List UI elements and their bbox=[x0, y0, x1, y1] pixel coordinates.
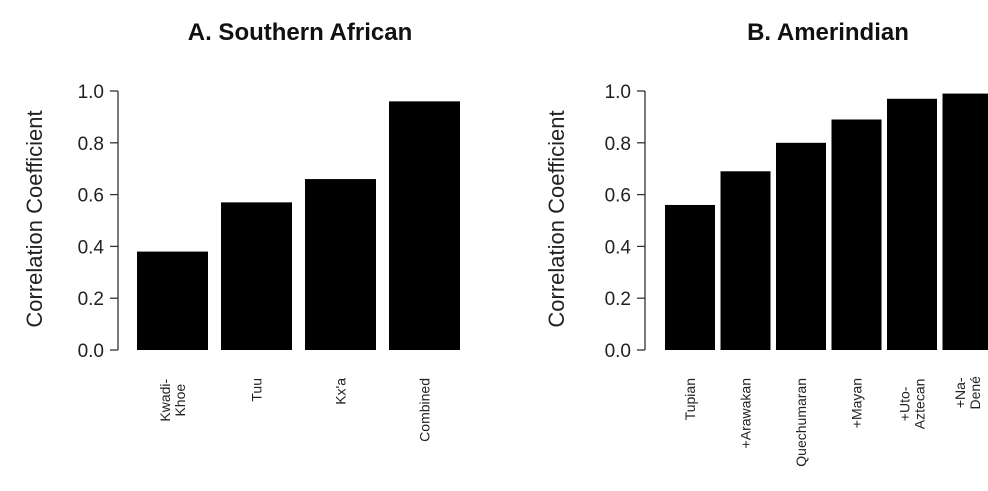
panel-southern-african: A. Southern African Correlation Coeffici… bbox=[22, 19, 460, 442]
x-tick-label: +Mayan bbox=[849, 378, 865, 428]
x-tick-label: Tupian bbox=[682, 378, 698, 420]
y-tick-label: 0.4 bbox=[605, 237, 632, 258]
bars bbox=[137, 101, 460, 350]
x-tick-label: Tuu bbox=[249, 378, 265, 402]
x-tick-label: Quechumaran bbox=[793, 378, 809, 467]
y-axis-label: Correlation Coefficient bbox=[544, 110, 569, 327]
x-tick-label: Kx'a bbox=[333, 378, 349, 405]
x-tick-label: Combined bbox=[417, 378, 433, 442]
x-tick-label: +Na-Dené bbox=[952, 376, 983, 410]
x-tick-label: +Arawakan bbox=[738, 378, 754, 448]
bar bbox=[887, 98, 937, 351]
y-tick-label: 0.6 bbox=[605, 186, 631, 207]
y-tick-label: 0.0 bbox=[78, 341, 104, 362]
bar bbox=[720, 171, 771, 350]
y-ticks: 0.0 0.2 0.4 0.6 0.8 1.0 bbox=[605, 82, 645, 362]
bar bbox=[665, 204, 715, 350]
chart-title: B. Amerindian bbox=[747, 19, 909, 46]
y-axis-label: Correlation Coefficient bbox=[22, 110, 47, 327]
bar bbox=[776, 142, 826, 350]
bars bbox=[665, 93, 988, 351]
y-tick-label: 0.4 bbox=[78, 237, 105, 258]
x-tick-label: Kwadi-Khoe bbox=[157, 378, 188, 421]
y-tick-label: 0.2 bbox=[605, 289, 631, 310]
x-tick-labels: Tupian +Arawakan Quechumaran +Mayan +Uto-Azt… bbox=[682, 376, 983, 467]
bar bbox=[389, 101, 460, 350]
x-tick-label: +Uto-Aztecan bbox=[897, 379, 928, 430]
y-tick-label: 0.8 bbox=[605, 134, 631, 155]
x-tick-labels: Kwadi-Khoe Tuu Kx'a Combined bbox=[157, 378, 433, 442]
bar bbox=[942, 93, 988, 350]
y-tick-label: 0.2 bbox=[78, 289, 104, 310]
y-tick-label: 0.6 bbox=[78, 186, 104, 207]
bar bbox=[137, 251, 208, 350]
y-tick-label: 0.0 bbox=[605, 341, 631, 362]
panel-amerindian: B. Amerindian Correlation Coefficient 0.… bbox=[544, 19, 988, 467]
bar bbox=[831, 119, 882, 351]
y-tick-label: 1.0 bbox=[78, 82, 104, 103]
chart-title: A. Southern African bbox=[188, 19, 412, 46]
bar bbox=[221, 202, 292, 350]
bar bbox=[305, 179, 376, 350]
y-tick-label: 1.0 bbox=[605, 82, 631, 103]
y-tick-label: 0.8 bbox=[78, 134, 104, 155]
y-ticks: 0.0 0.2 0.4 0.6 0.8 1.0 bbox=[78, 82, 118, 362]
